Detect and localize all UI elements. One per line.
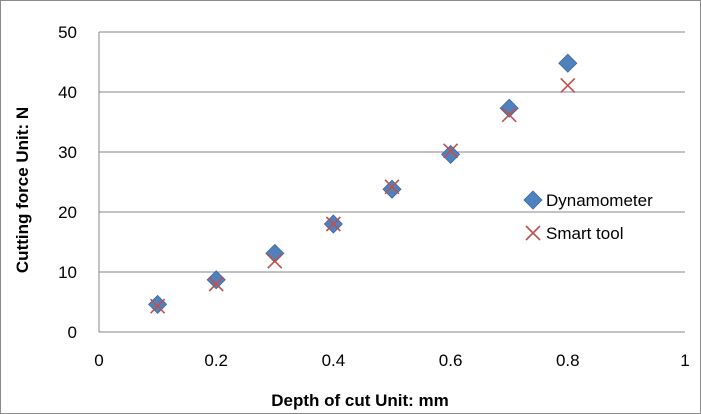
x-tick-label-0: 0	[94, 351, 103, 370]
legend-label-1: Smart tool	[546, 224, 623, 243]
legend: Dynamometer Smart tool	[523, 190, 653, 243]
x-tick-label-3: 0.6	[439, 351, 463, 370]
series-0	[148, 53, 578, 314]
series-1-point-1	[208, 276, 224, 292]
y-tick-label-3: 30	[58, 143, 77, 162]
y-tick-label-5: 50	[58, 23, 77, 42]
series-1-point-6	[501, 107, 517, 123]
legend-marker-1	[525, 225, 541, 241]
series-0-point-6	[499, 98, 519, 118]
series-0-point-0	[148, 294, 168, 314]
y-tick-label-4: 40	[58, 83, 77, 102]
series-1-point-7	[560, 77, 576, 93]
legend-label-0: Dynamometer	[546, 191, 653, 210]
series-1-point-2	[267, 253, 283, 269]
series-1-point-4	[384, 179, 400, 195]
series-0-point-4	[382, 179, 402, 199]
grid-lines	[99, 31, 685, 273]
series-0-point-2	[265, 243, 285, 263]
axes	[98, 32, 685, 333]
y-axis-title: Cutting force Unit: N	[13, 107, 32, 273]
x-tick-label-2: 0.4	[322, 351, 346, 370]
series-0-point-5	[441, 144, 461, 164]
series-0-point-7	[558, 53, 578, 73]
x-tick-label-4: 0.8	[556, 351, 580, 370]
series-1-point-3	[325, 216, 341, 232]
series-1-point-0	[150, 298, 166, 314]
x-axis-title: Depth of cut Unit: mm	[271, 391, 449, 410]
series-0-point-1	[206, 270, 226, 290]
y-tick-label-0: 0	[68, 323, 77, 342]
x-tick-label-5: 1	[680, 351, 689, 370]
legend-marker-0	[523, 190, 543, 210]
data-series	[148, 53, 578, 314]
series-1	[150, 77, 576, 314]
y-tick-label-1: 10	[58, 263, 77, 282]
x-tick-label-1: 0.2	[204, 351, 228, 370]
y-tick-label-2: 20	[58, 203, 77, 222]
series-1-point-5	[443, 143, 459, 159]
